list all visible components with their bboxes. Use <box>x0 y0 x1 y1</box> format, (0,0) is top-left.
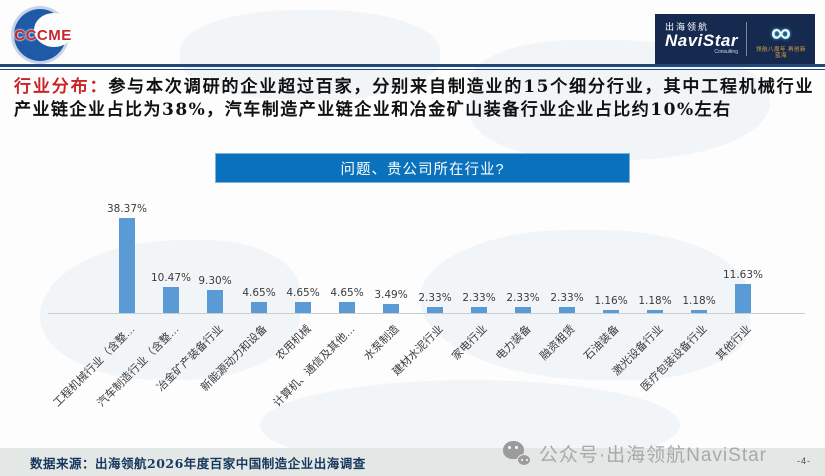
bar-value-label: 4.65% <box>242 286 276 299</box>
chart-column: 11.63% 其他行业 <box>714 190 765 362</box>
navistar-logo: 出海领航 NaviStar Consulting ∞ 领航八周年 再创新蓝海 <box>655 14 815 64</box>
x-axis-label: 融资租赁 <box>538 323 578 363</box>
bar <box>515 307 531 313</box>
bar-value-label: 2.33% <box>418 292 452 305</box>
chart-column: 9.30% 冶金矿产装备行业 <box>155 190 237 394</box>
chart-column: 2.33% 电力装备 <box>494 190 545 362</box>
cccme-logo: CCCME <box>8 9 78 63</box>
bar <box>163 287 179 313</box>
chart-column: 4.65% 农用机械 <box>274 190 325 363</box>
bar <box>471 307 487 313</box>
cccme-logo-text: CCCME <box>14 27 72 44</box>
chart-column: 4.65% 新能源动力和设备 <box>199 190 281 394</box>
bar <box>603 310 619 313</box>
footer-strip: 数据来源：出海领航2026年度百家中国制造企业出海调查 <box>0 448 825 476</box>
bar <box>427 307 443 313</box>
bar-value-label: 9.30% <box>198 275 232 288</box>
map-watermark <box>180 10 440 100</box>
bar <box>691 310 707 313</box>
bar-value-label: 11.63% <box>722 269 764 282</box>
bar-value-label: 1.18% <box>682 295 716 308</box>
bar <box>559 307 575 313</box>
data-source-note: 数据来源：出海领航2026年度百家中国制造企业出海调查 <box>30 455 366 471</box>
x-axis-label: 水泵制造 <box>362 323 402 363</box>
navistar-brand-name: NaviStar <box>665 31 738 51</box>
bar-value-label: 10.47% <box>150 272 192 285</box>
bar <box>119 218 135 313</box>
bar <box>207 290 223 313</box>
bar <box>251 301 267 313</box>
intro-paragraph: 行业分布：参与本次调研的企业超过百家，分别来自制造业的15个细分行业，其中工程机… <box>14 76 814 122</box>
navistar-consulting-label: Consulting <box>714 49 738 56</box>
bar-value-label: 3.49% <box>374 289 408 302</box>
chart-column: 4.65% 计算机、通信及其他… <box>271 190 369 410</box>
wechat-account-badge: 公众号·出海领航NaviStar <box>502 440 767 467</box>
bar <box>339 301 355 313</box>
x-axis-label: 石油装备 <box>582 323 622 363</box>
bar-value-label: 4.65% <box>286 286 320 299</box>
chart-column: 1.18% 医疗包装设备行业 <box>639 190 721 394</box>
chart-column: 2.33% 融资租赁 <box>538 190 589 362</box>
bar <box>295 301 311 313</box>
wechat-account-name: 公众号·出海领航NaviStar <box>538 445 767 466</box>
anniversary-tagline: 领航八周年 再创新蓝海 <box>755 47 806 59</box>
chart-column: 2.33% 建材水泥行业 <box>390 190 457 378</box>
chart-column: 1.18% 激光设备行业 <box>610 190 677 378</box>
x-axis-label: 电力装备 <box>494 323 534 363</box>
bar-value-label: 1.18% <box>638 295 672 308</box>
chart-column: 2.33% 家电行业 <box>450 190 501 362</box>
wechat-icon <box>502 441 531 466</box>
chart-column: 1.16% 石油装备 <box>582 190 633 363</box>
logo-divider <box>745 22 747 56</box>
x-axis-label: 计算机、通信及其他… <box>271 323 358 410</box>
bar-value-label: 4.65% <box>330 286 364 299</box>
chart-title: 问题、贵公司所在行业? <box>340 161 505 178</box>
bar-value-label: 2.33% <box>550 292 584 305</box>
header-divider-line <box>0 64 825 70</box>
bar <box>647 310 663 313</box>
bar-value-label: 2.33% <box>462 292 496 305</box>
gear-icon <box>14 9 74 61</box>
x-axis-label: 家电行业 <box>450 323 490 363</box>
infinity-icon: ∞ <box>771 17 791 48</box>
chart-column: 3.49% 水泵制造 <box>362 190 413 362</box>
page-number: -4- <box>797 456 811 466</box>
bar <box>383 304 399 313</box>
bar-value-label: 1.16% <box>594 295 628 308</box>
chart-column: 10.47% 汽车制造行业（含整… <box>95 190 193 409</box>
x-axis-label: 其他行业 <box>714 323 754 363</box>
bar-chart: 38.37% 工程机械行业（含整… 10.47% 汽车制造行业（含整… 9.30% 冶金矿… <box>0 190 825 435</box>
intro-topic-label: 行业分布： <box>14 77 109 97</box>
bar-value-label: 2.33% <box>506 292 540 305</box>
map-watermark <box>420 230 750 380</box>
chart-title-bar: 问题、贵公司所在行业? <box>215 153 630 183</box>
bar <box>735 284 751 313</box>
x-axis-line <box>48 313 805 314</box>
intro-body-text: 参与本次调研的企业超过百家，分别来自制造业的15个细分行业，其中工程机械行业产业… <box>14 77 815 120</box>
bar-value-label: 38.37% <box>106 203 148 216</box>
chart-column: 38.37% 工程机械行业（含整… <box>51 190 149 409</box>
x-axis-label: 农用机械 <box>274 323 314 363</box>
chart-plot-area: 38.37% 工程机械行业（含整… 10.47% 汽车制造行业（含整… 9.30% 冶金矿… <box>51 190 765 410</box>
navistar-chinese-name: 出海领航 <box>665 21 710 32</box>
